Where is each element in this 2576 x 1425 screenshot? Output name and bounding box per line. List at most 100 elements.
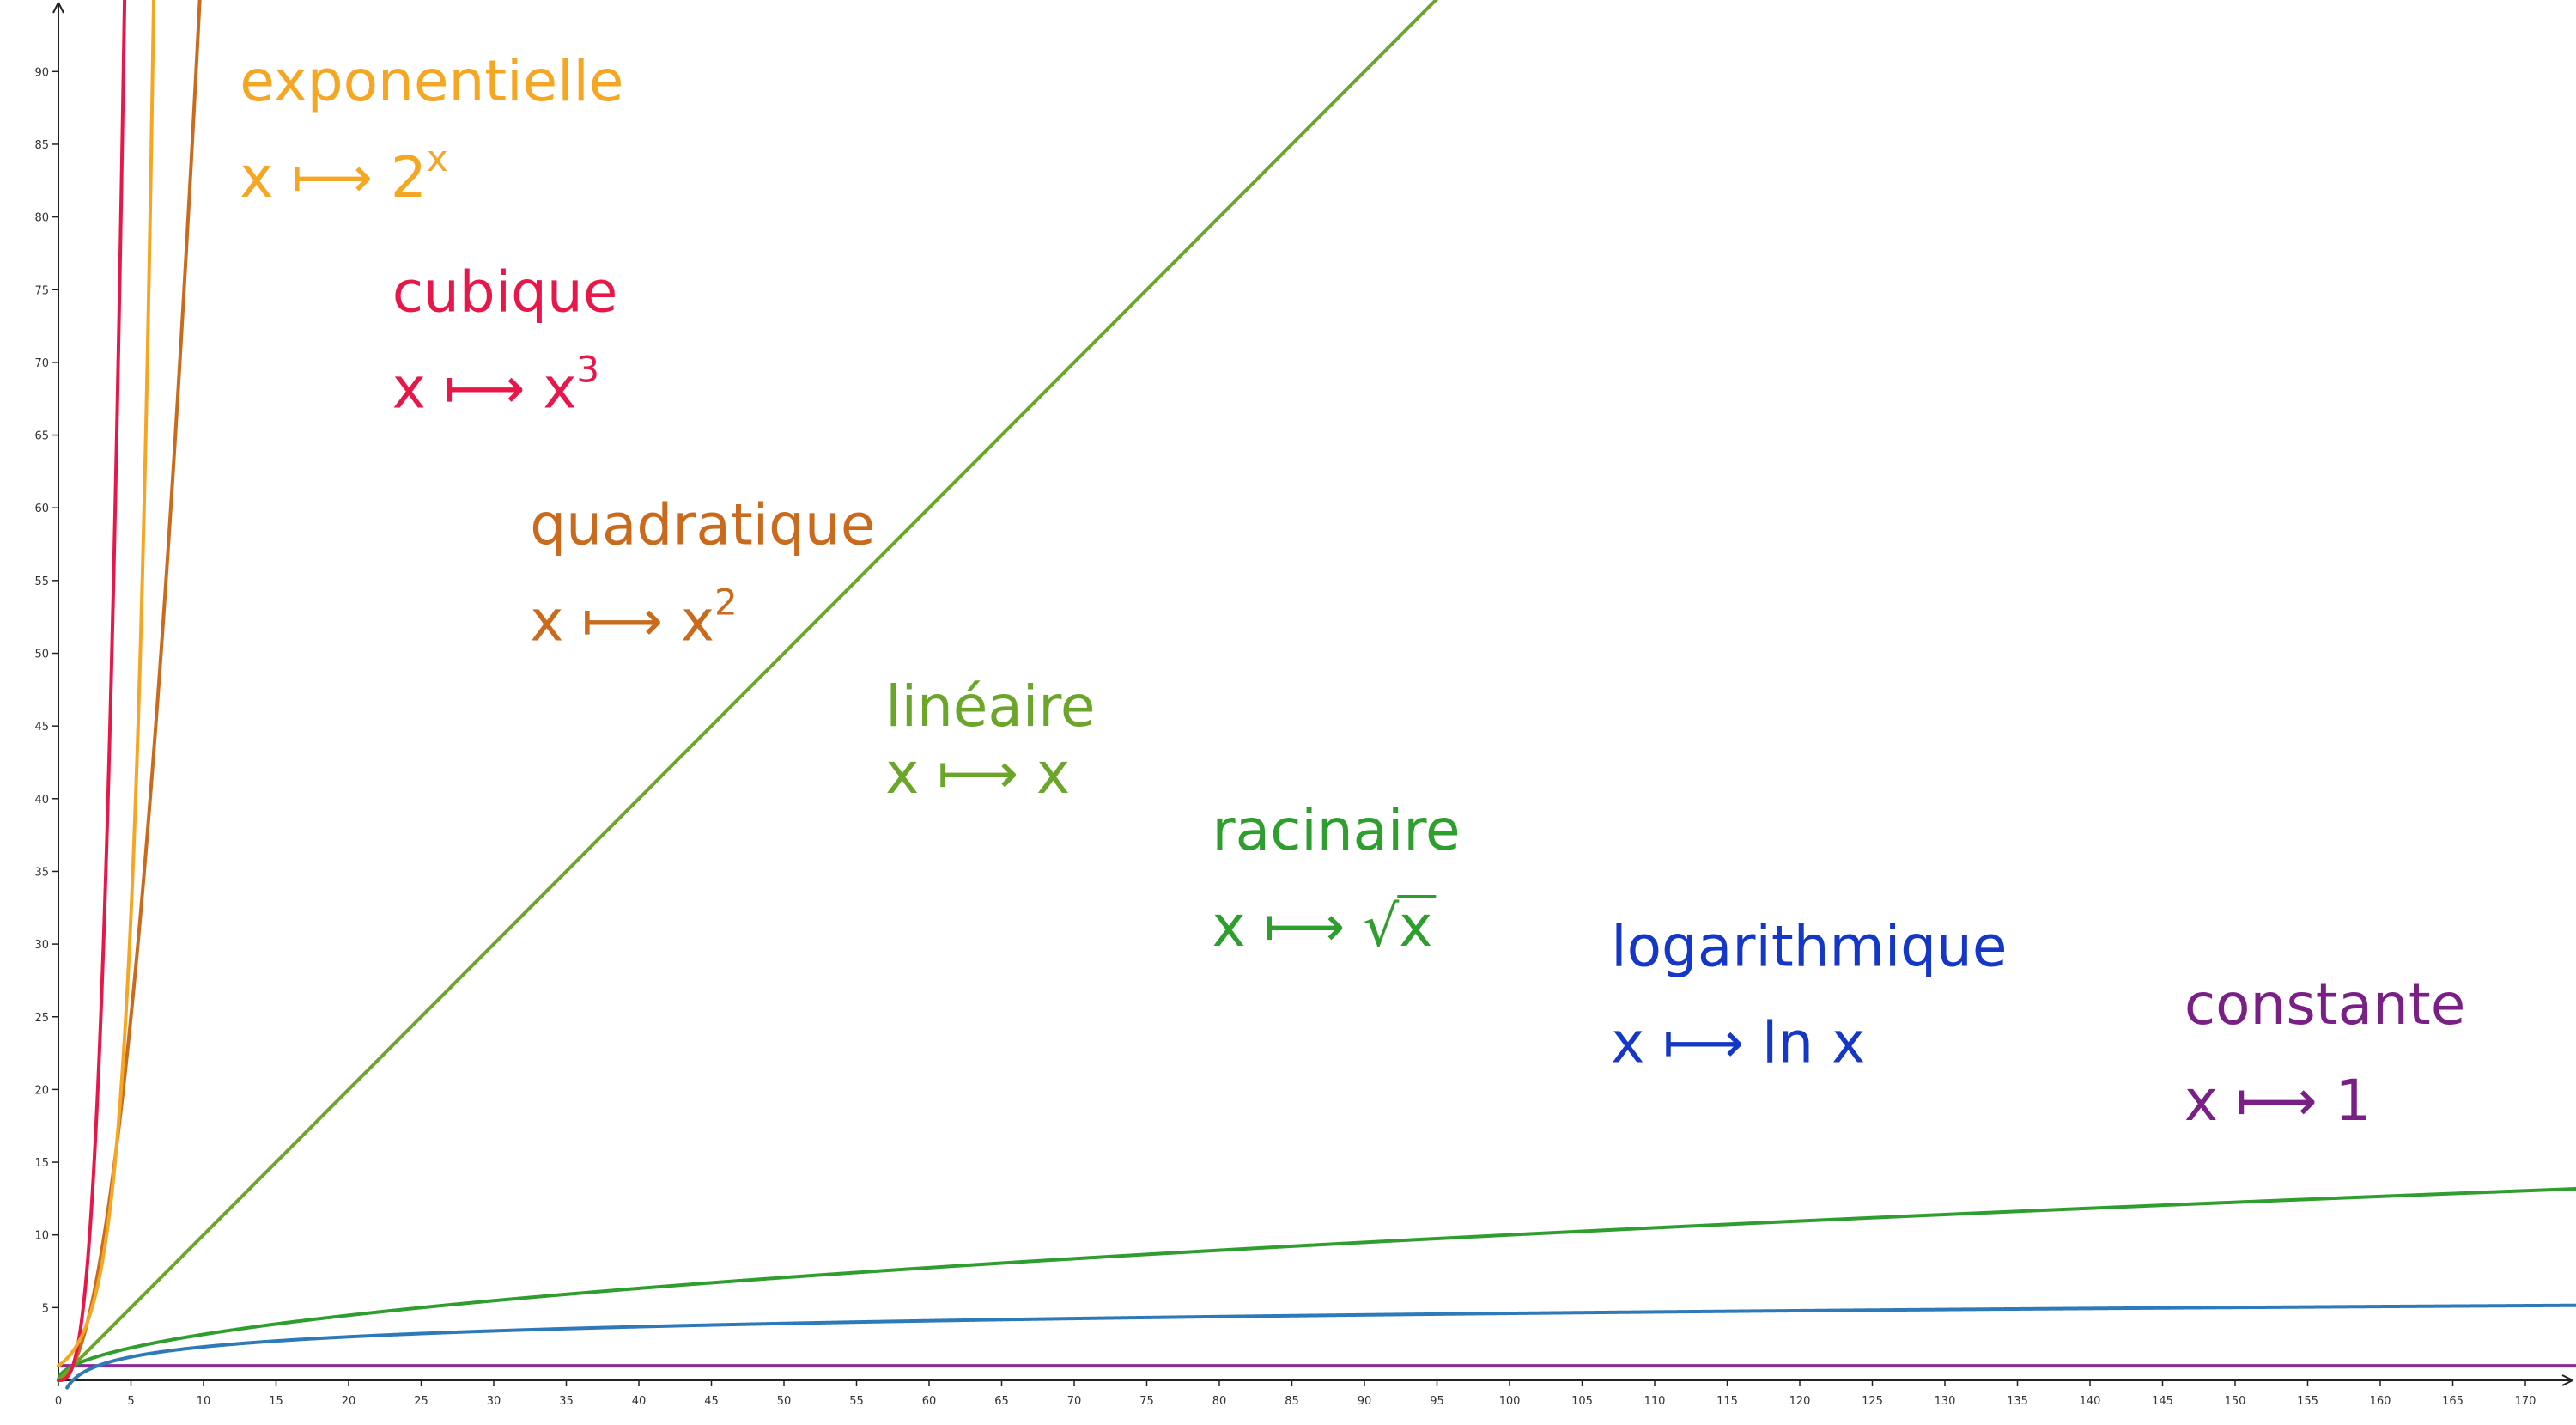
- curve-sqrt: [57, 1187, 2576, 1382]
- series-name: exponentielle: [240, 48, 623, 114]
- series-name: racinaire: [1212, 797, 1461, 863]
- curve-exp2: [57, 0, 156, 1368]
- formula-arrow: ⟼: [581, 588, 681, 655]
- curves: [57, 0, 2576, 1390]
- formula-arrow: ⟼: [937, 740, 1036, 807]
- x-tick-label: 30: [487, 1395, 501, 1408]
- x-axis-arrow: [2561, 1374, 2573, 1386]
- formula-base: x: [681, 588, 714, 655]
- x-tick-label: 165: [2442, 1395, 2464, 1408]
- x-tick-label: 20: [342, 1395, 356, 1408]
- y-tick-label: 25: [34, 1012, 49, 1025]
- series-formula: x ⟼ √x: [1212, 893, 1433, 959]
- series-label-sqrt: racinaire x ⟼ √x: [1212, 797, 1461, 959]
- formula-lhs: x: [530, 588, 581, 655]
- x-tick-label: 125: [1862, 1395, 1883, 1408]
- formula-lhs: x: [1611, 1009, 1662, 1075]
- y-tick-label: 15: [34, 1157, 49, 1170]
- formula-base: x: [1036, 740, 1070, 807]
- formula-radicand: x: [1399, 893, 1432, 959]
- x-tick-label: 110: [1644, 1395, 1666, 1408]
- x-tick-label: 65: [994, 1395, 1009, 1408]
- x-tick-label: 40: [632, 1395, 647, 1408]
- formula-base: ln x: [1762, 1009, 1865, 1075]
- curve-square: [57, 0, 202, 1382]
- x-tick-label: 70: [1067, 1395, 1082, 1408]
- y-tick-label: 70: [34, 357, 49, 370]
- series-formula: x ⟼ x2: [530, 582, 737, 655]
- y-tick-label: 75: [34, 284, 49, 297]
- x-tick-label: 130: [1935, 1395, 1956, 1408]
- series-formula: x ⟼ 2x: [240, 137, 448, 210]
- formula-lhs: x: [392, 356, 444, 422]
- x-tick-label: 140: [2080, 1395, 2101, 1408]
- x-tick-label: 75: [1139, 1395, 1154, 1408]
- y-axis-arrow: [52, 2, 64, 14]
- y-tick-label: 50: [34, 649, 49, 661]
- curve-cube: [57, 0, 127, 1382]
- curve-log: [65, 1303, 2576, 1390]
- x-tick-label: 0: [55, 1395, 62, 1408]
- y-tick-label: 30: [34, 939, 49, 952]
- series-formula: x ⟼ ln x: [1611, 1009, 1865, 1075]
- x-tick-label: 15: [269, 1395, 283, 1408]
- x-tick-label: 60: [922, 1395, 937, 1408]
- y-tick-label: 65: [34, 430, 49, 443]
- x-tick-label: 155: [2297, 1395, 2318, 1408]
- curve-linear: [57, 0, 1438, 1382]
- formula-arrow: ⟼: [444, 356, 544, 422]
- x-tick-label: 35: [559, 1395, 574, 1408]
- x-tick-label: 115: [1716, 1395, 1738, 1408]
- series-label-log: logarithmique x ⟼ ln x: [1611, 913, 2007, 1075]
- formula-arrow: ⟼: [1662, 1009, 1762, 1075]
- series-formula: x ⟼ 1: [2184, 1068, 2372, 1134]
- formula-base: 2: [391, 144, 427, 210]
- x-tick-label: 10: [197, 1395, 211, 1408]
- y-tick-label: 85: [34, 139, 49, 152]
- y-tick-label: 55: [34, 575, 49, 588]
- series-name: quadratique: [530, 492, 875, 558]
- x-tick-label: 145: [2152, 1395, 2173, 1408]
- formula-arrow: ⟼: [2236, 1068, 2336, 1134]
- formula-lhs: x: [2184, 1068, 2236, 1134]
- x-tick-label: 85: [1285, 1395, 1299, 1408]
- y-tick-label: 45: [34, 721, 49, 734]
- x-tick-label: 5: [127, 1395, 134, 1408]
- series-label-const: constante x ⟼ 1: [2184, 971, 2466, 1134]
- formula-lhs: x: [240, 144, 291, 210]
- x-tick-label: 55: [849, 1395, 864, 1408]
- y-tick-label: 60: [34, 502, 49, 515]
- y-tick-label: 40: [34, 794, 49, 807]
- x-tick-label: 50: [777, 1395, 792, 1408]
- axes: 0 5 10 15 20 25 30 35 40 45 50 55 60 65 70 75 80 85 90 95 10…: [34, 2, 2573, 1408]
- x-tick-label: 45: [704, 1395, 719, 1408]
- y-tick-label: 80: [34, 212, 49, 225]
- formula-radical-sign: √: [1363, 893, 1400, 959]
- y-tick-label: 10: [34, 1230, 49, 1243]
- x-tick-label: 150: [2225, 1395, 2246, 1408]
- formula-base: 1: [2336, 1068, 2372, 1134]
- formula-lhs: x: [1212, 893, 1264, 959]
- formula-exponent: x: [427, 137, 448, 180]
- series-formula: x ⟼ x: [885, 740, 1070, 807]
- x-tick-label: 80: [1212, 1395, 1227, 1408]
- series-name: constante: [2184, 971, 2466, 1038]
- y-tick-label: 5: [42, 1302, 49, 1315]
- x-tick-label: 90: [1358, 1395, 1372, 1408]
- x-tick-label: 170: [2515, 1395, 2537, 1408]
- formula-exponent: 2: [714, 582, 738, 624]
- series-name: linéaire: [885, 673, 1095, 740]
- formula-arrow: ⟼: [291, 144, 391, 210]
- series-name: logarithmique: [1611, 913, 2007, 979]
- formula-base: x: [543, 356, 576, 422]
- x-tick-label: 120: [1789, 1395, 1811, 1408]
- x-tick-label: 100: [1499, 1395, 1521, 1408]
- formula-exponent: 3: [576, 349, 599, 391]
- y-tick-label: 90: [34, 66, 49, 79]
